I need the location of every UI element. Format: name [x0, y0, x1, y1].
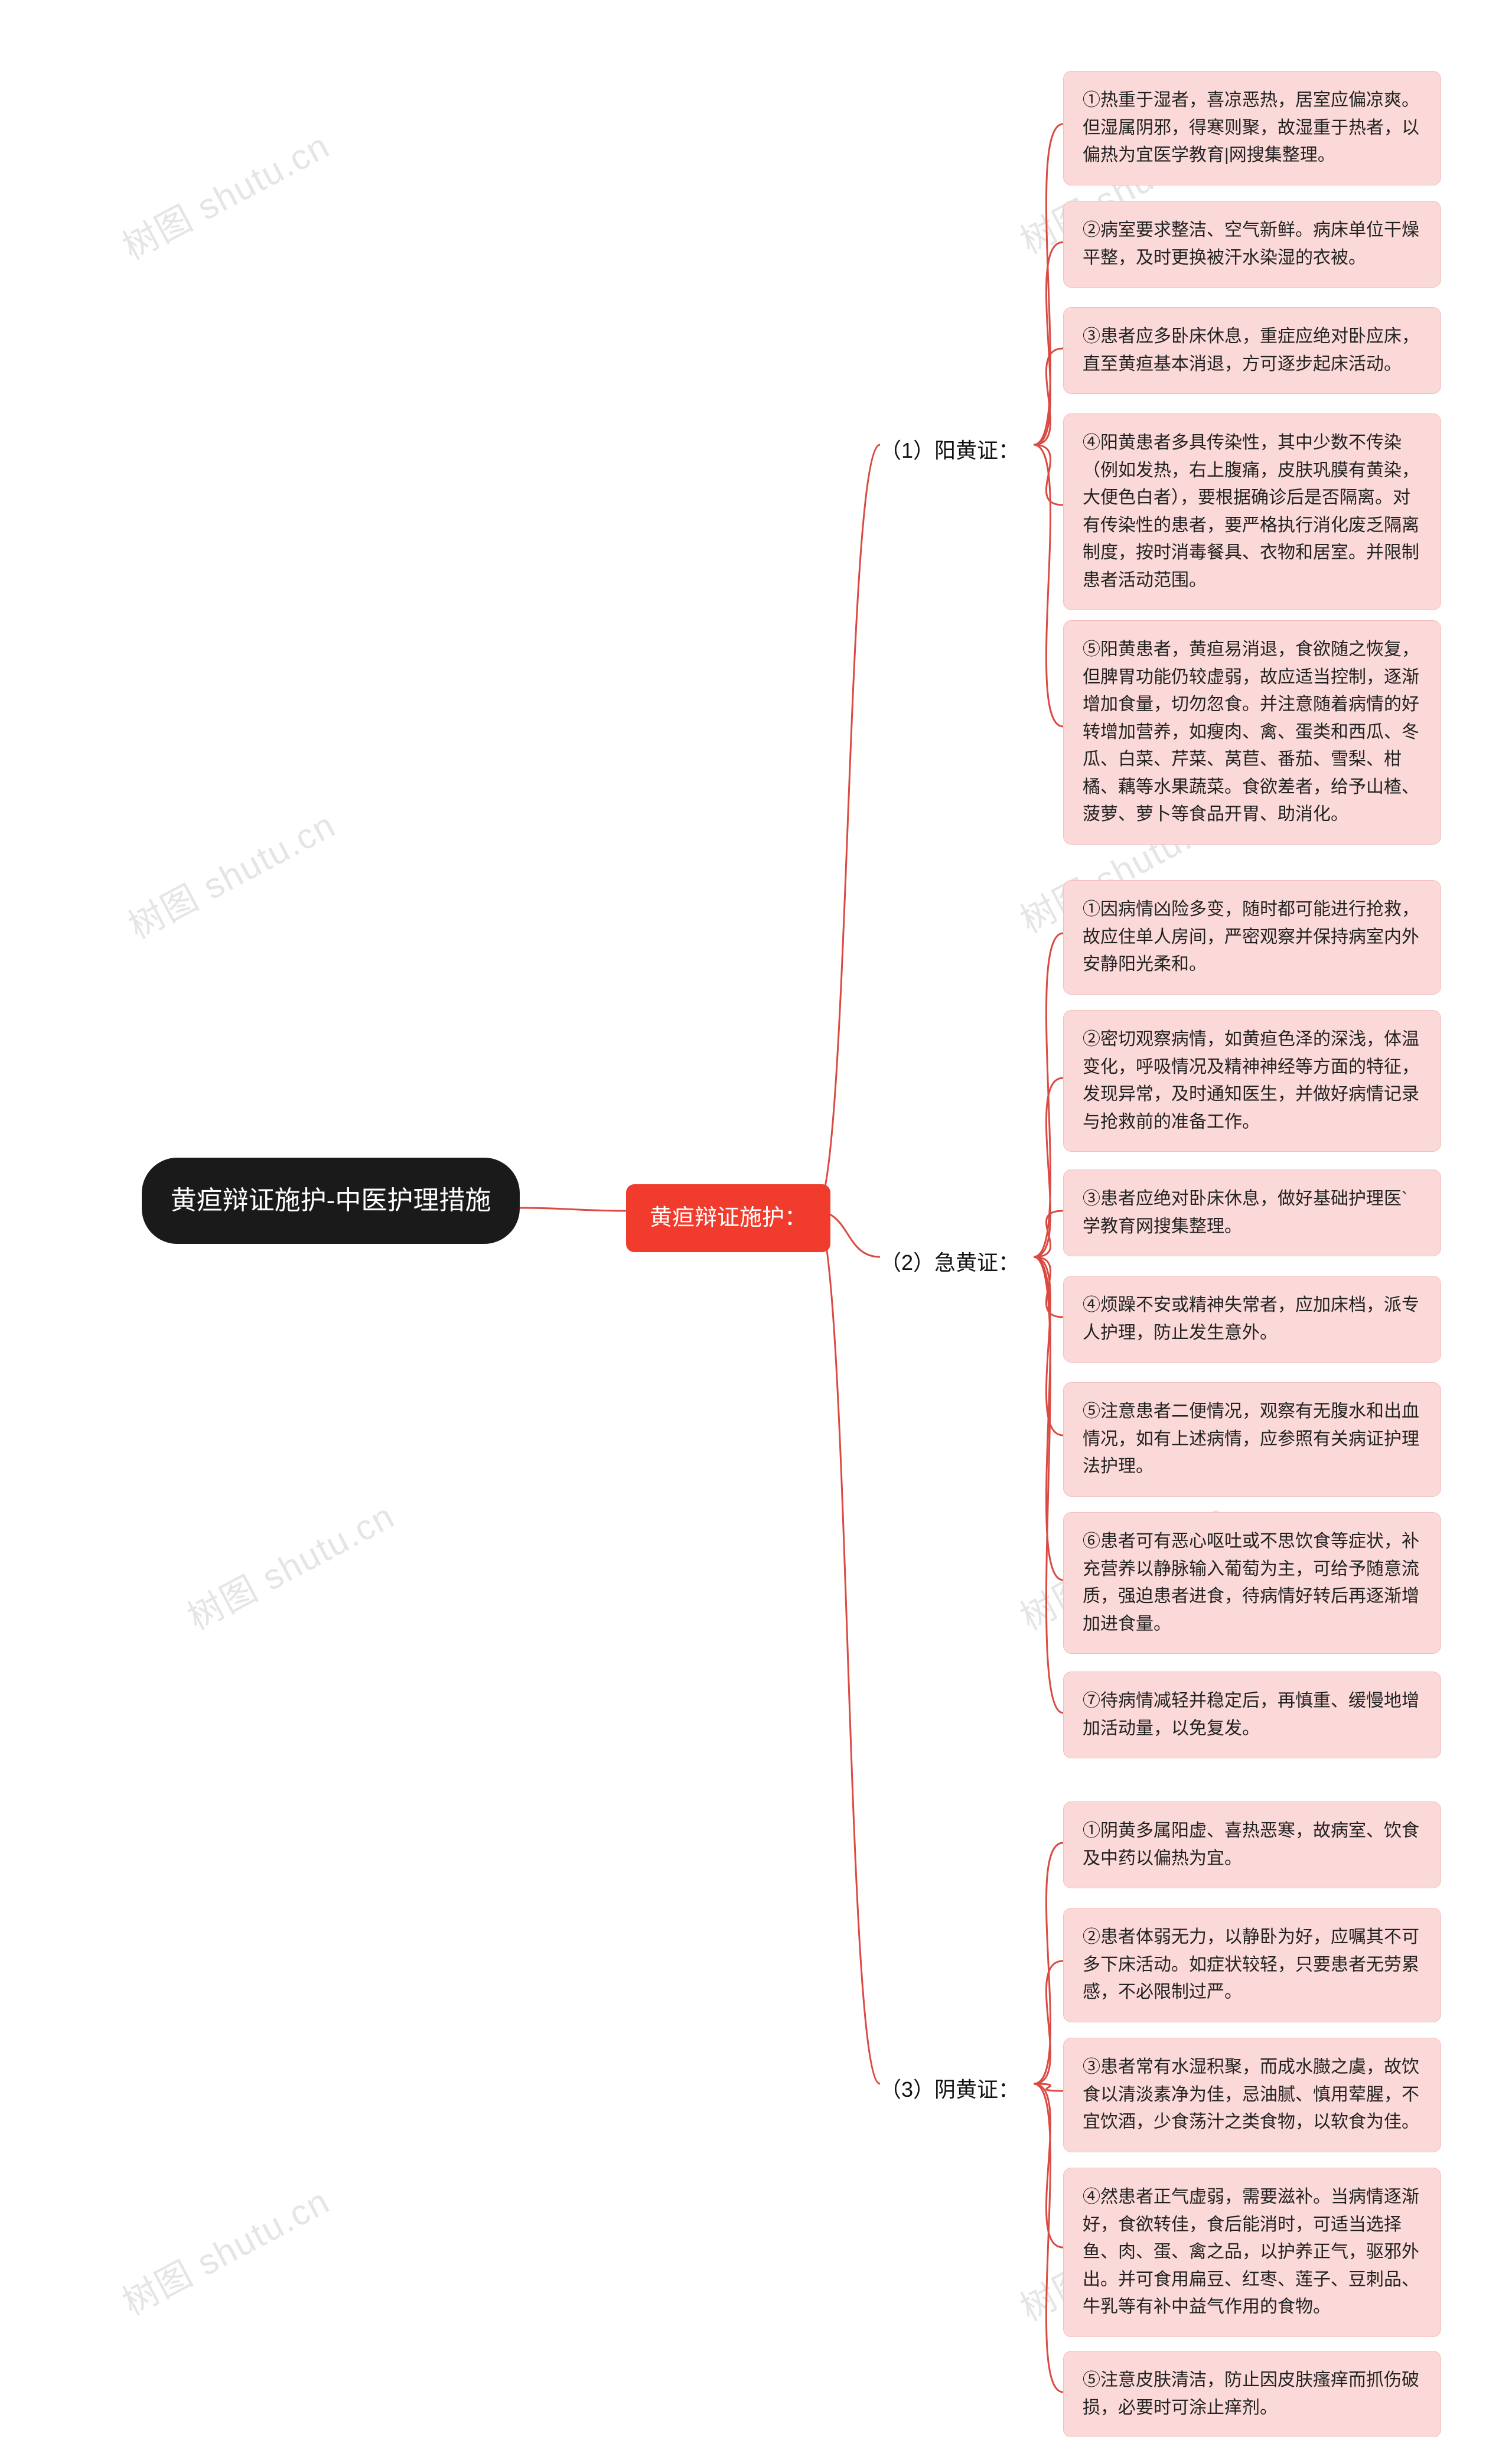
leaf-node: ⑤阳黄患者，黄疸易消退，食欲随之恢复，但脾胃功能仍较虚弱，故应适当控制，逐渐增加…: [1063, 620, 1441, 845]
mindmap-level1: 黄疸辩证施护：: [626, 1184, 830, 1252]
watermark: 树图 shutu.cn: [112, 2173, 337, 2325]
leaf-node: ③患者常有水湿积聚，而成水臌之虞，故饮食以清淡素净为佳，忌油腻、慎用荤腥，不宜饮…: [1063, 2038, 1441, 2152]
level1-text: 黄疸辩证施护：: [650, 1206, 807, 1230]
leaf-node: ⑥患者可有恶心呕吐或不思饮食等症状，补充营养以静脉输入葡萄为主，可给予随意流质，…: [1063, 1512, 1441, 1654]
leaf-node: ③患者应多卧床休息，重症应绝对卧应床，直至黄疸基本消退，方可逐步起床活动。: [1063, 307, 1441, 394]
leaf-node: ②病室要求整洁、空气新鲜。病床单位干燥平整，及时更换被汗水染湿的衣被。: [1063, 201, 1441, 288]
leaf-node: ②密切观察病情，如黄疸色泽的深浅，体温变化，呼吸情况及精神神经等方面的特征，发现…: [1063, 1010, 1441, 1152]
root-text: 黄疸辩证施护-中医护理措施: [171, 1186, 491, 1215]
group-label: （2）急黄证：: [880, 1240, 1019, 1285]
leaf-node: ⑤注意皮肤清洁，防止因皮肤瘙痒而抓伤破损，必要时可涂止痒剂。: [1063, 2351, 1441, 2437]
group-label: （1）阳黄证：: [880, 428, 1019, 473]
mindmap-root: 黄疸辩证施护-中医护理措施: [142, 1158, 520, 1244]
leaf-node: ⑤注意患者二便情况，观察有无腹水和出血情况，如有上述病情，应参照有关病证护理法护…: [1063, 1382, 1441, 1497]
leaf-node: ①因病情凶险多变，随时都可能进行抢救，故应住单人房间，严密观察并保持病室内外安静…: [1063, 880, 1441, 995]
leaf-node: ①热重于湿者，喜凉恶热，居室应偏凉爽。但湿属阴邪，得寒则聚，故湿重于热者，以偏热…: [1063, 71, 1441, 185]
leaf-node: ③患者应绝对卧床休息，做好基础护理医`学教育网搜集整理。: [1063, 1169, 1441, 1256]
leaf-node: ④然患者正气虚弱，需要滋补。当病情逐渐好，食欲转佳，食后能消时，可适当选择鱼、肉…: [1063, 2168, 1441, 2337]
watermark: 树图 shutu.cn: [112, 118, 337, 270]
leaf-node: ⑦待病情减轻并稳定后，再慎重、缓慢地增加活动量，以免复发。: [1063, 1672, 1441, 1758]
watermark: 树图 shutu.cn: [177, 1488, 402, 1640]
leaf-node: ④阳黄患者多具传染性，其中少数不传染（例如发热，右上腹痛，皮肤巩膜有黄染，大便色…: [1063, 413, 1441, 610]
leaf-node: ①阴黄多属阳虚、喜热恶寒，故病室、饮食及中药以偏热为宜。: [1063, 1801, 1441, 1888]
leaf-node: ④烦躁不安或精神失常者，应加床档，派专人护理，防止发生意外。: [1063, 1276, 1441, 1363]
watermark: 树图 shutu.cn: [118, 797, 343, 949]
group-label: （3）阴黄证：: [880, 2067, 1019, 2112]
leaf-node: ②患者体弱无力，以静卧为好，应嘱其不可多下床活动。如症状较轻，只要患者无劳累感，…: [1063, 1908, 1441, 2022]
